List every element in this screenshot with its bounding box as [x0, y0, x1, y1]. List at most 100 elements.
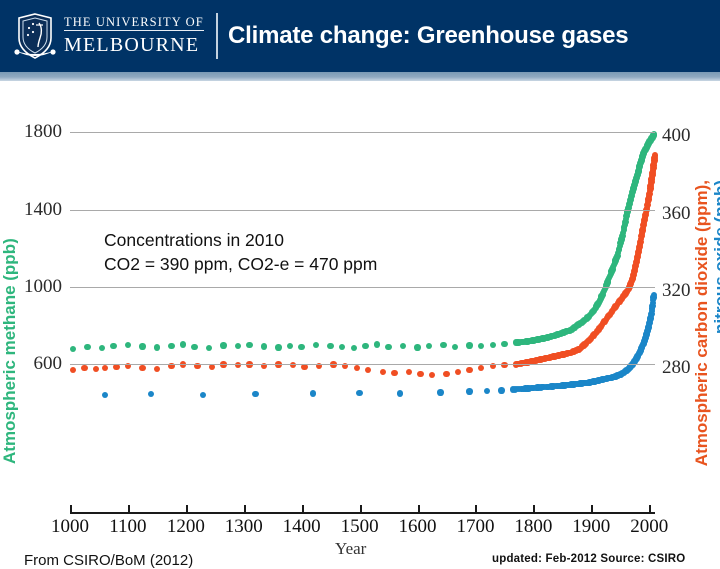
x-axis-tick-label: 1500: [340, 516, 379, 537]
x-axis-line: [70, 512, 655, 514]
gridline: [70, 132, 655, 134]
data-point: [200, 392, 207, 399]
data-point: [312, 341, 320, 349]
data-point: [124, 363, 132, 370]
data-point: [153, 365, 161, 373]
gridline: [70, 364, 655, 366]
data-point: [478, 342, 485, 350]
data-point: [650, 291, 658, 298]
y-axis-left-tick-label: 1000: [24, 276, 62, 297]
data-point: [466, 342, 473, 349]
concentration-annotation: Concentrations in 2010 CO2 = 390 ppm, CO…: [104, 228, 377, 276]
data-point: [260, 343, 268, 350]
data-point: [246, 361, 253, 368]
data-point: [220, 342, 227, 349]
x-axis-tick-label: 1700: [456, 516, 495, 537]
university-line2: MELBOURNE: [64, 34, 200, 56]
data-point: [399, 342, 407, 349]
data-point: [179, 341, 187, 348]
header-divider: [216, 13, 218, 59]
x-axis-tick-label: 1600: [398, 516, 437, 537]
x-axis-tick: [301, 505, 304, 514]
y-axis-left-tick-label: 1800: [24, 121, 62, 143]
data-point: [260, 363, 268, 370]
x-axis-tick-label: 1200: [166, 516, 205, 537]
data-point: [466, 366, 473, 374]
data-point: [339, 343, 346, 351]
data-point: [315, 363, 323, 370]
data-point: [616, 242, 624, 250]
x-axis-tick-label: 2000: [630, 516, 669, 537]
university-logo: THE UNIVERSITY OF MELBOURNE: [12, 8, 208, 64]
gridline: [70, 287, 655, 288]
data-point: [168, 363, 175, 370]
y-axis-left-title: Atmospheric methane (ppb): [0, 214, 18, 474]
y-axis-right-tick-label: 280: [662, 357, 691, 379]
header-accent-strip: [0, 72, 720, 81]
data-point: [614, 249, 622, 256]
data-point: [298, 343, 305, 351]
data-point: [252, 390, 259, 397]
data-point: [69, 345, 77, 353]
x-axis-tick-label: 1300: [224, 516, 263, 537]
data-point: [139, 343, 146, 350]
data-point: [310, 390, 317, 397]
data-point: [489, 341, 496, 349]
data-point: [220, 361, 227, 368]
data-point: [437, 389, 444, 396]
y-axis-right-title-line1: Atmospheric carbon dioxide (ppm),: [692, 180, 711, 467]
data-point: [110, 342, 117, 350]
data-point: [81, 365, 88, 372]
data-point: [92, 365, 100, 373]
data-point: [84, 343, 91, 351]
annotation-line2: CO2 = 390 ppm, CO2-e = 470 ppm: [104, 254, 378, 274]
data-point: [205, 344, 213, 351]
data-point: [124, 341, 132, 349]
data-point: [373, 341, 381, 348]
data-point: [353, 365, 360, 372]
data-point: [396, 390, 404, 397]
x-axis-tick-label: 1100: [109, 516, 147, 537]
gridline: [70, 209, 655, 211]
data-point: [286, 342, 294, 350]
data-point: [362, 342, 369, 350]
y-axis-right-title: Atmospheric carbon dioxide (ppm), nitrou…: [686, 180, 720, 510]
data-point: [454, 368, 462, 376]
data-point: [617, 239, 624, 246]
x-axis-tick: [649, 505, 652, 514]
data-point: [651, 152, 659, 159]
y-axis-right-tick-label: 320: [662, 279, 691, 301]
x-axis-tick-label: 1000: [51, 516, 89, 537]
data-point: [501, 340, 508, 348]
data-point: [489, 363, 496, 370]
data-point: [246, 341, 253, 349]
data-point: [451, 343, 459, 351]
y-axis-left-tick-label: 1400: [24, 198, 62, 220]
x-axis-tick: [359, 505, 362, 514]
chart-source-note: updated: Feb-2012 Source: CSIRO: [492, 553, 686, 565]
annotation-line1: Concentrations in 2010: [104, 230, 284, 250]
data-point: [440, 341, 447, 349]
data-point: [466, 388, 473, 395]
data-point: [139, 365, 146, 372]
data-point: [385, 343, 392, 351]
data-point: [478, 365, 485, 372]
x-axis-tick: [533, 505, 536, 514]
data-point: [498, 387, 505, 394]
x-axis-tick: [591, 505, 594, 514]
university-crest-icon: [12, 11, 58, 61]
data-point: [356, 389, 363, 397]
data-point: [330, 361, 337, 368]
data-point: [614, 252, 621, 260]
x-axis-tick: [185, 505, 188, 514]
x-axis-tick: [70, 505, 72, 514]
data-point: [208, 364, 216, 371]
data-point: [417, 370, 424, 378]
data-point: [98, 344, 106, 352]
data-point: [194, 363, 201, 370]
data-point: [168, 342, 175, 349]
data-point: [179, 361, 187, 368]
university-line1: THE UNIVERSITY OF: [64, 15, 204, 31]
data-point: [275, 361, 282, 368]
